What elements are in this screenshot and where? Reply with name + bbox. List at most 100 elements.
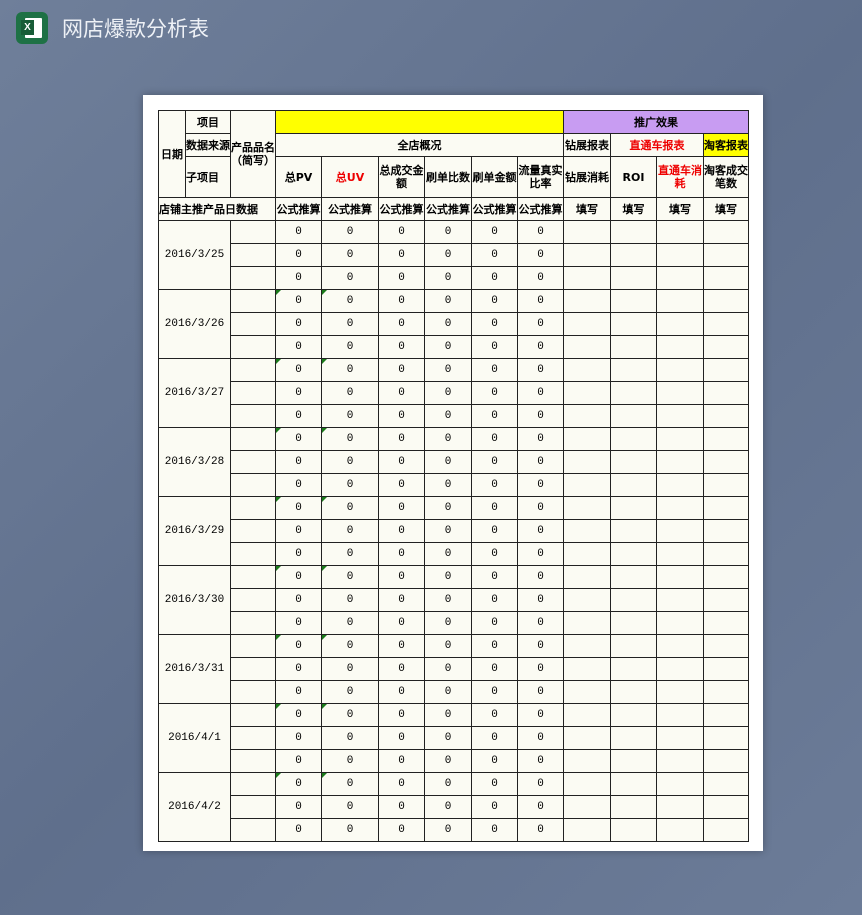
input-cell[interactable] [610,220,657,244]
value-cell[interactable]: 0 [275,473,322,497]
value-cell[interactable]: 0 [424,404,472,428]
row-type-cell[interactable]: 公式推算 [378,197,425,221]
product-name-cell[interactable] [230,542,276,566]
input-cell[interactable] [610,657,657,681]
input-cell[interactable] [656,335,704,359]
input-cell[interactable] [563,358,611,382]
input-cell[interactable] [656,772,704,796]
value-cell[interactable]: 0 [424,726,472,750]
value-cell[interactable]: 0 [424,611,472,635]
input-cell[interactable] [703,680,749,704]
value-cell[interactable]: 0 [275,243,322,267]
promo-header[interactable]: 推广效果 [563,110,749,134]
value-cell[interactable]: 0 [321,335,379,359]
value-cell[interactable]: 0 [321,381,379,405]
value-cell[interactable]: 0 [378,772,425,796]
input-cell[interactable] [563,795,611,819]
input-cell[interactable] [563,818,611,842]
product-name-cell[interactable] [230,818,276,842]
input-cell[interactable] [610,312,657,336]
value-cell[interactable]: 0 [378,542,425,566]
input-cell[interactable] [563,657,611,681]
column-header[interactable]: 总成交金额 [378,156,425,198]
column-header[interactable]: 总UV [321,156,379,198]
input-cell[interactable] [703,220,749,244]
value-cell[interactable]: 0 [275,634,322,658]
value-cell[interactable]: 0 [321,450,379,474]
value-cell[interactable]: 0 [378,657,425,681]
value-cell[interactable]: 0 [517,358,564,382]
input-cell[interactable] [656,588,704,612]
input-cell[interactable] [563,749,611,773]
input-cell[interactable] [656,496,704,520]
input-cell[interactable] [656,611,704,635]
input-cell[interactable] [563,312,611,336]
value-cell[interactable]: 0 [378,312,425,336]
value-cell[interactable]: 0 [424,450,472,474]
value-cell[interactable]: 0 [517,220,564,244]
input-cell[interactable] [703,312,749,336]
value-cell[interactable]: 0 [321,542,379,566]
value-cell[interactable]: 0 [517,565,564,589]
value-cell[interactable]: 0 [275,220,322,244]
value-cell[interactable]: 0 [275,565,322,589]
value-cell[interactable]: 0 [517,450,564,474]
value-cell[interactable]: 0 [471,404,518,428]
sub-item-header[interactable]: 子项目 [185,156,231,198]
input-cell[interactable] [563,542,611,566]
value-cell[interactable]: 0 [424,358,472,382]
input-cell[interactable] [656,565,704,589]
value-cell[interactable]: 0 [275,519,322,543]
value-cell[interactable]: 0 [321,243,379,267]
row-type-cell[interactable]: 填写 [703,197,749,221]
product-name-cell[interactable] [230,588,276,612]
input-cell[interactable] [703,381,749,405]
column-header[interactable]: 钻展消耗 [563,156,611,198]
input-cell[interactable] [703,473,749,497]
value-cell[interactable]: 0 [424,542,472,566]
value-cell[interactable]: 0 [517,427,564,451]
product-name-cell[interactable] [230,289,276,313]
input-cell[interactable] [703,795,749,819]
input-cell[interactable] [703,772,749,796]
value-cell[interactable]: 0 [321,726,379,750]
input-cell[interactable] [610,749,657,773]
value-cell[interactable]: 0 [378,450,425,474]
value-cell[interactable]: 0 [424,680,472,704]
column-header[interactable]: 直通车消耗 [656,156,704,198]
value-cell[interactable]: 0 [378,427,425,451]
value-cell[interactable]: 0 [424,818,472,842]
row-type-cell[interactable]: 公式推算 [275,197,322,221]
input-cell[interactable] [656,680,704,704]
value-cell[interactable]: 0 [321,404,379,428]
value-cell[interactable]: 0 [424,657,472,681]
value-cell[interactable]: 0 [321,749,379,773]
row-label[interactable]: 店铺主推产品日数据 [158,197,276,221]
product-name-cell[interactable] [230,243,276,267]
value-cell[interactable]: 0 [471,335,518,359]
product-name-cell[interactable] [230,519,276,543]
input-cell[interactable] [656,634,704,658]
value-cell[interactable]: 0 [321,634,379,658]
value-cell[interactable]: 0 [424,519,472,543]
input-cell[interactable] [563,473,611,497]
value-cell[interactable]: 0 [321,795,379,819]
value-cell[interactable]: 0 [424,496,472,520]
value-cell[interactable]: 0 [471,588,518,612]
value-cell[interactable]: 0 [424,312,472,336]
value-cell[interactable]: 0 [517,335,564,359]
value-cell[interactable]: 0 [424,565,472,589]
column-header[interactable]: 刷单金额 [471,156,518,198]
value-cell[interactable]: 0 [378,703,425,727]
value-cell[interactable]: 0 [378,818,425,842]
value-cell[interactable]: 0 [321,588,379,612]
input-cell[interactable] [563,266,611,290]
column-header[interactable]: 流量真实比率 [517,156,564,198]
row-type-cell[interactable]: 公式推算 [321,197,379,221]
product-name-cell[interactable] [230,358,276,382]
input-cell[interactable] [610,496,657,520]
input-cell[interactable] [656,473,704,497]
value-cell[interactable]: 0 [517,519,564,543]
input-cell[interactable] [610,588,657,612]
input-cell[interactable] [610,519,657,543]
